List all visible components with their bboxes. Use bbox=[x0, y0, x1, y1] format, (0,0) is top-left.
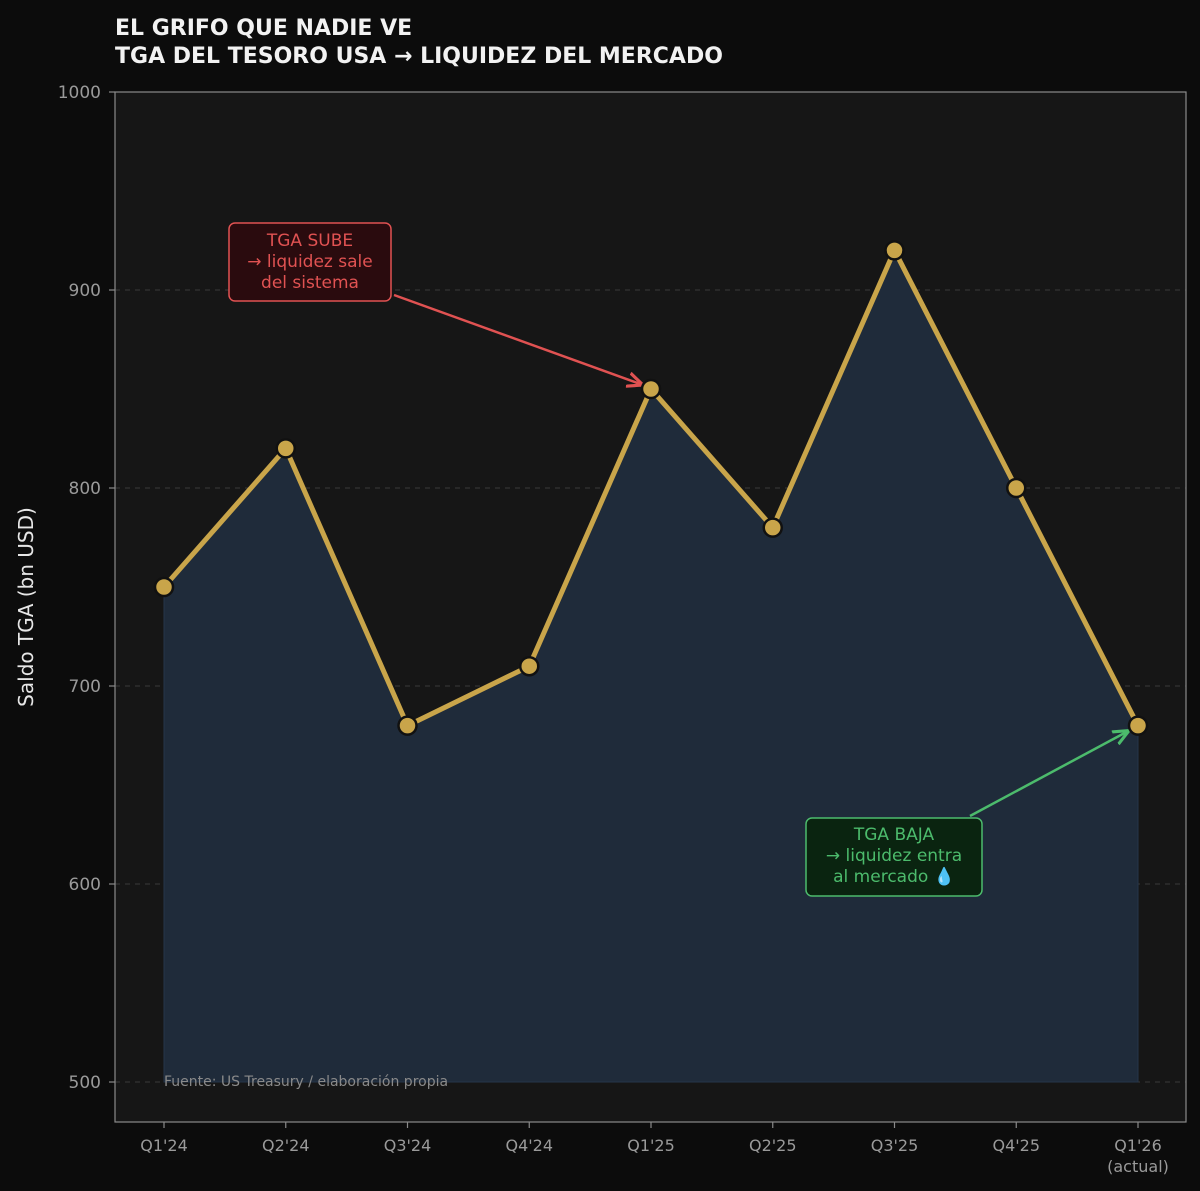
annotation-text-down: → liquidez entra bbox=[826, 846, 962, 866]
y-axis-ticks: 500 600 700 800 900 1000 bbox=[58, 83, 115, 1093]
y-tick-label: 700 bbox=[69, 677, 101, 697]
annotation-text-up: → liquidez sale bbox=[247, 252, 372, 272]
source-note: Fuente: US Treasury / elaboración propia bbox=[164, 1074, 448, 1090]
data-point bbox=[397, 715, 418, 736]
annotation-arrow-down bbox=[969, 731, 1129, 818]
x-tick-label: Q4'25 bbox=[992, 1136, 1040, 1155]
x-tick-label: Q2'24 bbox=[262, 1136, 310, 1155]
data-point bbox=[640, 378, 662, 400]
x-tick-label: Q1'26 bbox=[1114, 1136, 1162, 1155]
data-point bbox=[519, 655, 540, 677]
annotation-text-down: al mercado 💧 bbox=[833, 866, 955, 887]
data-point bbox=[153, 576, 175, 598]
annotation-box-down bbox=[805, 817, 983, 897]
y-tick-label: 900 bbox=[69, 281, 101, 301]
y-axis-label: Saldo TGA (bn USD) bbox=[14, 507, 38, 707]
y-tick-label: 800 bbox=[69, 479, 101, 499]
data-point bbox=[884, 240, 905, 261]
x-tick-label: Q4'24 bbox=[505, 1136, 553, 1155]
data-point bbox=[1006, 477, 1027, 499]
data-point bbox=[762, 517, 783, 538]
x-tick-label: Q1'24 bbox=[140, 1136, 188, 1155]
data-markers bbox=[153, 240, 1149, 736]
x-tick-label: Q1'25 bbox=[627, 1136, 675, 1155]
x-axis-ticks: Q1'24 Q2'24 Q3'24 Q4'24 Q1'25 Q2'25 Q3'25 Q4'25… bbox=[140, 1122, 1169, 1176]
annotation-arrow-up bbox=[393, 293, 643, 385]
annotation-text-down: TGA BAJA bbox=[853, 825, 935, 845]
x-tick-label: Q3'24 bbox=[384, 1136, 432, 1155]
annotation-box-up bbox=[228, 222, 392, 302]
x-tick-label: Q2'25 bbox=[749, 1136, 797, 1155]
y-tick-label: 500 bbox=[69, 1073, 101, 1093]
y-tick-label: 600 bbox=[69, 875, 101, 895]
annotation-text-up: TGA SUBE bbox=[266, 231, 353, 251]
x-tick-sublabel: (actual) bbox=[1107, 1157, 1169, 1176]
y-tick-label: 1000 bbox=[58, 83, 101, 103]
annotation-text-up: del sistema bbox=[261, 273, 359, 293]
data-point bbox=[1127, 715, 1149, 736]
x-tick-label: Q3'25 bbox=[871, 1136, 919, 1155]
chart-title-line-1: EL GRIFO QUE NADIE VE bbox=[115, 16, 412, 41]
chart-title-line-2: TGA DEL TESORO USA → LIQUIDEZ DEL MERCAD… bbox=[115, 44, 723, 69]
data-point bbox=[275, 438, 296, 459]
